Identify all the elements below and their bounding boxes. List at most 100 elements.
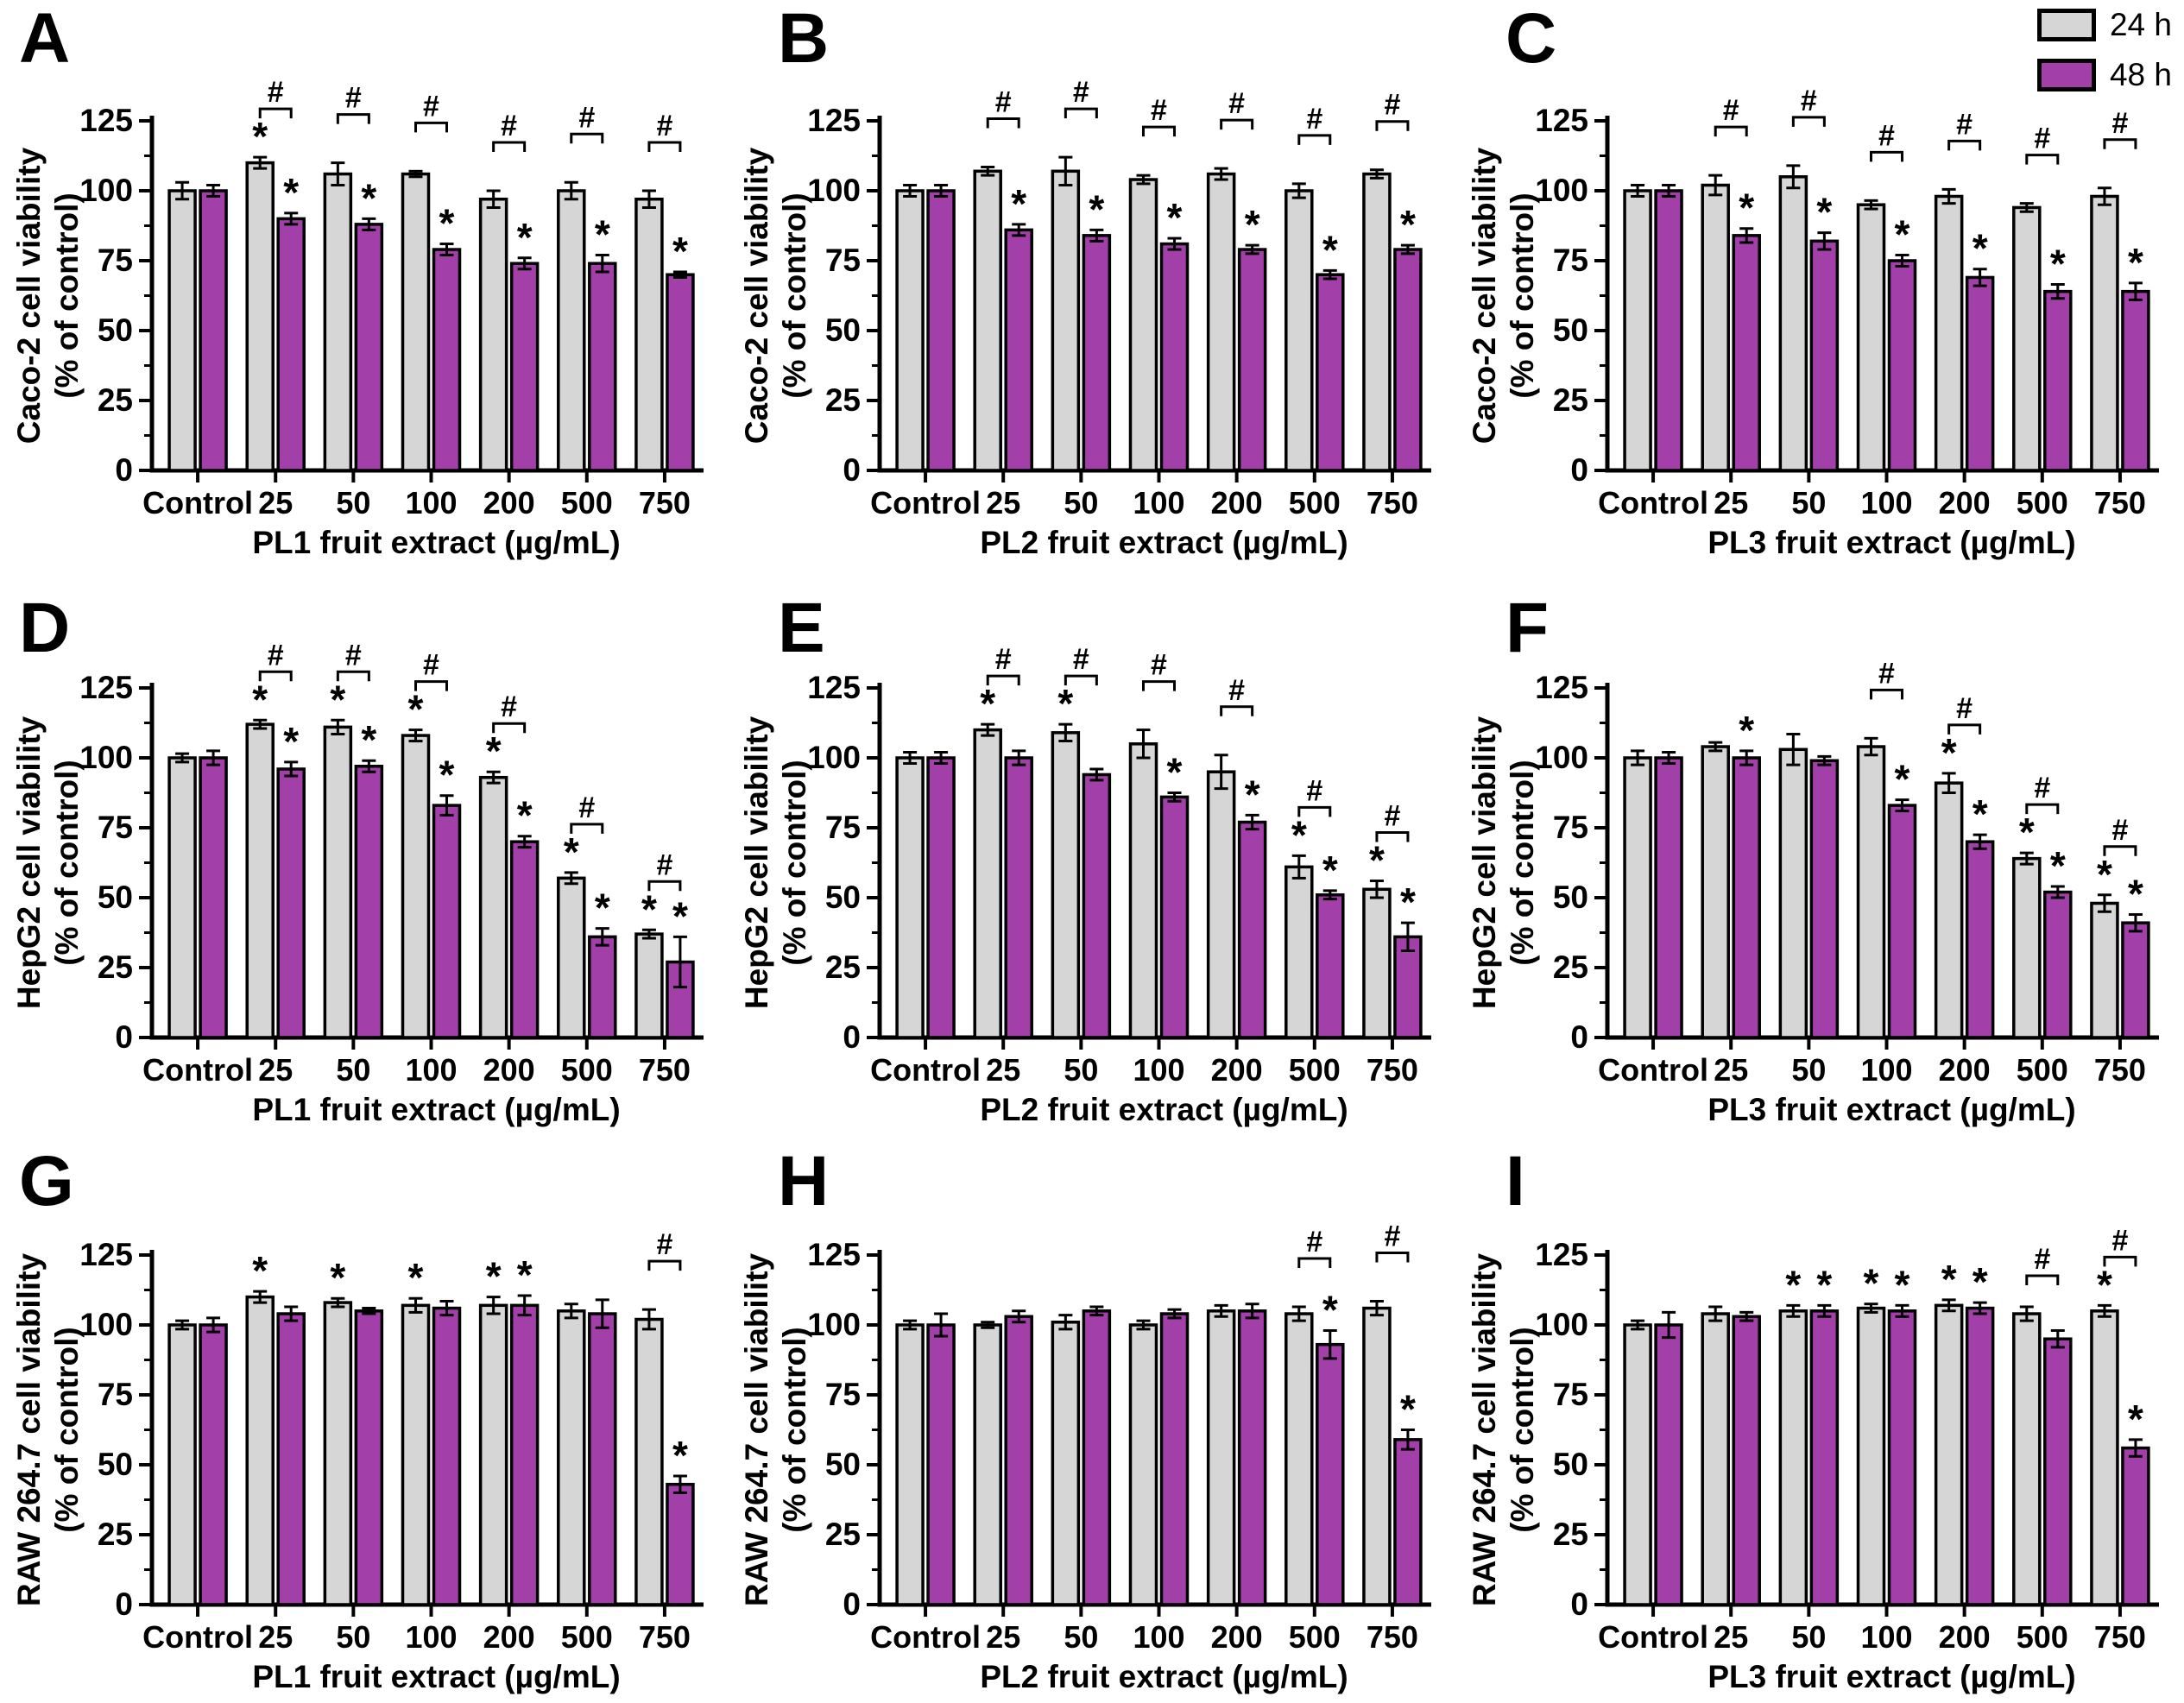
x-axis-title: PL2 fruit extract (µg/mL) <box>980 525 1348 560</box>
x-tick-label: 200 <box>1939 1052 1991 1088</box>
significance-star: * <box>2097 1262 2112 1307</box>
significance-star: * <box>408 687 424 732</box>
svg-text:75: 75 <box>1553 1377 1588 1412</box>
x-tick-label: 25 <box>986 485 1020 520</box>
x-tick-label: 500 <box>561 1052 613 1088</box>
significance-star: * <box>672 893 688 938</box>
chart-I: 0 25 50 75 100 125 RAW 264.7 cell viability (% … <box>1467 1224 2159 1694</box>
panel-C: C 0 25 50 75 100 125 Caco-2 cell viability (% of… <box>1455 0 2184 567</box>
significance-star: * <box>1057 681 1073 726</box>
svg-text:50: 50 <box>98 880 133 915</box>
significance-star: * <box>595 886 610 930</box>
x-tick-label: Control <box>870 1619 981 1655</box>
x-tick-label: 25 <box>258 1052 293 1088</box>
significance-hash: # <box>995 643 1012 676</box>
chart-C: 0 25 50 75 100 125 Caco-2 cell viability (% of … <box>1467 85 2159 560</box>
significance-star: * <box>252 114 268 159</box>
significance-star: * <box>486 729 502 773</box>
x-tick-label: 50 <box>1791 1619 1826 1655</box>
x-tick-label: 500 <box>561 1619 613 1655</box>
x-tick-label: 100 <box>405 1052 457 1088</box>
panel-H: H 0 25 50 75 100 125 RAW 264.7 cell viability (%… <box>728 1134 1455 1701</box>
x-tick-label: 50 <box>336 1619 370 1655</box>
svg-text:75: 75 <box>1553 243 1588 278</box>
legend-label-48h: 48 h <box>2109 57 2172 92</box>
significance-star: * <box>1973 1259 1988 1304</box>
x-tick-label: 500 <box>1289 485 1341 520</box>
svg-text:125: 125 <box>807 103 861 138</box>
significance-hash: # <box>1956 692 1973 725</box>
panel-letter-H: H <box>778 1142 830 1220</box>
significance-star: * <box>330 1255 345 1300</box>
y-axis-title-line2: (% of control) <box>777 1327 812 1532</box>
svg-text:0: 0 <box>843 452 861 488</box>
chart-A: 0 25 50 75 100 125 Caco-2 cell viability (% of … <box>11 76 704 560</box>
significance-hash: # <box>1723 94 1739 127</box>
svg-text:25: 25 <box>98 382 133 418</box>
legend-label-24h: 24 h <box>2109 7 2172 42</box>
x-tick-label: 200 <box>1211 1052 1263 1088</box>
significance-hash: # <box>268 639 284 672</box>
x-tick-label: 500 <box>2017 1052 2068 1088</box>
significance-star: * <box>1739 186 1754 230</box>
panel-I: I 0 25 50 75 100 125 RAW 264.7 cell viability (%… <box>1455 1134 2184 1701</box>
chart-B: 0 25 50 75 100 125 Caco-2 cell viability (% of … <box>739 76 1431 560</box>
significance-hash: # <box>1801 85 1817 117</box>
x-tick-label: 500 <box>561 485 613 520</box>
svg-text:25: 25 <box>98 1517 133 1552</box>
x-axis-title: PL3 fruit extract (µg/mL) <box>1707 1659 2075 1694</box>
x-tick-label: 500 <box>2017 1619 2068 1655</box>
significance-hash: # <box>1956 108 1973 141</box>
significance-star: * <box>1291 812 1307 857</box>
y-axis-title-line1: RAW 264.7 cell viability <box>739 1252 774 1606</box>
svg-text:100: 100 <box>807 740 861 775</box>
svg-text:125: 125 <box>79 103 133 138</box>
svg-text:0: 0 <box>115 452 133 488</box>
significance-hash: # <box>1306 103 1322 136</box>
significance-star: * <box>252 1248 268 1293</box>
x-tick-label: 100 <box>1133 1052 1184 1088</box>
x-tick-label: 100 <box>1860 1052 1912 1088</box>
x-tick-label: 200 <box>1939 1619 1991 1655</box>
significance-hash: # <box>2034 123 2050 155</box>
x-tick-label: Control <box>1598 1052 1708 1088</box>
svg-text:50: 50 <box>1553 312 1588 348</box>
svg-text:0: 0 <box>1570 1586 1588 1622</box>
significance-star: * <box>1245 202 1260 247</box>
significance-star: * <box>1167 750 1183 795</box>
significance-star: * <box>1973 792 1988 836</box>
significance-hash: # <box>345 82 362 115</box>
svg-text:75: 75 <box>825 810 861 845</box>
x-tick-label: 25 <box>986 1052 1020 1088</box>
x-tick-label: Control <box>1598 1619 1708 1655</box>
panel-letter-F: F <box>1505 589 1550 667</box>
significance-star: * <box>1322 848 1338 892</box>
x-tick-label: 100 <box>1133 485 1184 520</box>
x-tick-label: 25 <box>258 1619 293 1655</box>
svg-text:75: 75 <box>98 810 133 845</box>
legend-item-48h: 48 h <box>2036 57 2172 93</box>
svg-text:0: 0 <box>115 1586 133 1622</box>
x-tick-label: 750 <box>2094 1052 2146 1088</box>
significance-star: * <box>1895 212 1910 257</box>
significance-hash: # <box>1878 657 1895 690</box>
x-axis-title: PL3 fruit extract (µg/mL) <box>1707 1092 2075 1127</box>
x-tick-label: Control <box>1598 485 1708 520</box>
significance-star: * <box>595 212 610 257</box>
y-axis-title-line2: (% of control) <box>777 760 812 965</box>
svg-text:100: 100 <box>79 740 133 775</box>
y-axis-title-line2: (% of control) <box>49 760 85 965</box>
svg-text:125: 125 <box>1535 103 1588 138</box>
x-tick-label: 100 <box>1860 1619 1912 1655</box>
svg-text:50: 50 <box>825 1447 861 1482</box>
svg-text:0: 0 <box>843 1586 861 1622</box>
y-axis-title-line2: (% of control) <box>777 192 812 398</box>
significance-star: * <box>408 1255 424 1300</box>
significance-star: * <box>1739 708 1754 753</box>
significance-hash: # <box>1151 649 1167 682</box>
panel-G: G 0 25 50 75 100 125 RAW 264.7 cell viability (%… <box>0 1134 728 1701</box>
panel-E: E 0 25 50 75 100 125 HepG2 cell viability (% of … <box>728 567 1455 1134</box>
x-tick-label: 750 <box>639 1619 691 1655</box>
significance-star: * <box>2128 871 2143 916</box>
